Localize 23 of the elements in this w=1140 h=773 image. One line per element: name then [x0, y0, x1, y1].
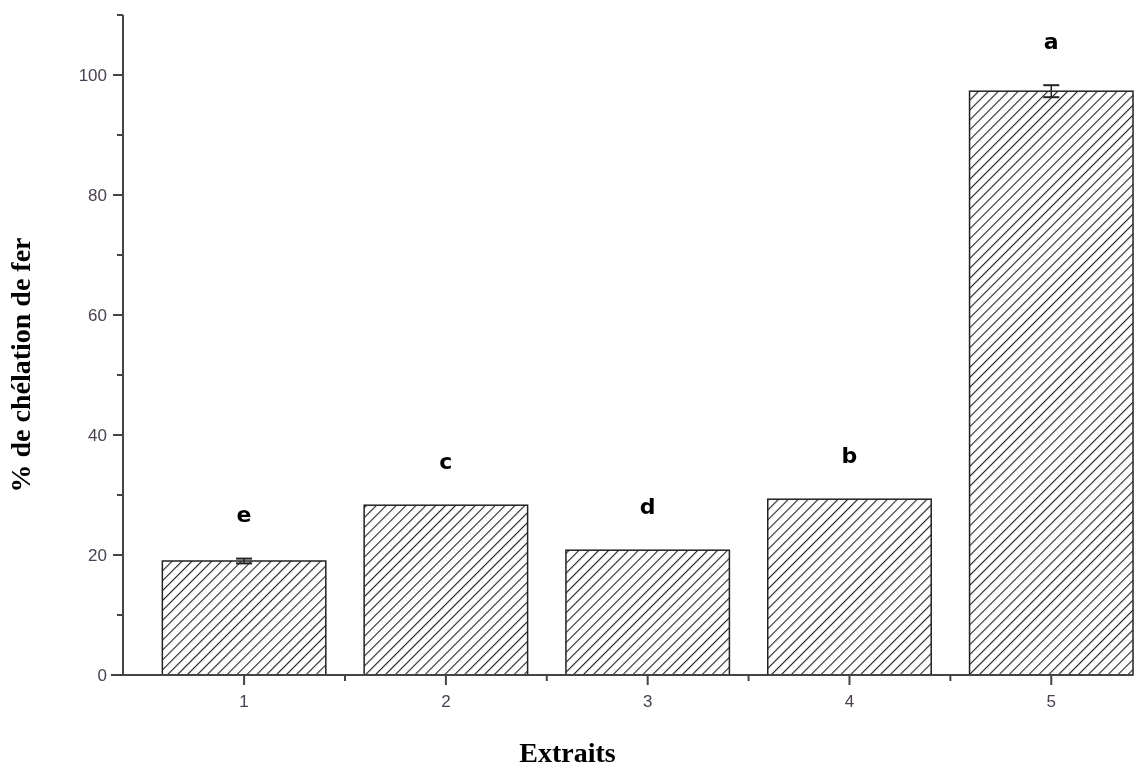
y-tick-label: 0	[97, 665, 107, 685]
annotation: d	[639, 493, 656, 519]
y-axis-title: % de chélation de fer	[5, 237, 36, 493]
y-tick-label: 60	[88, 305, 107, 325]
y-tick-label: 80	[88, 185, 107, 205]
y-tick-label: 100	[78, 65, 107, 85]
x-axis-title: Extraits	[519, 737, 616, 768]
y-tick-label: 40	[88, 425, 107, 445]
bar	[363, 504, 529, 676]
x-tick-label: 2	[441, 692, 451, 711]
x-tick-label: 1	[239, 692, 249, 711]
annotation: a	[1043, 28, 1059, 54]
x-tick-label: 5	[1046, 692, 1057, 711]
annotation: b	[841, 442, 858, 468]
annotation: c	[439, 448, 453, 474]
y-tick-label: 20	[88, 545, 107, 565]
x-tick-label: 4	[844, 692, 855, 711]
bar	[565, 549, 731, 676]
bar	[161, 560, 327, 676]
x-tick-label: 3	[642, 692, 653, 711]
annotation: e	[236, 502, 252, 528]
bar	[767, 498, 932, 676]
bar	[968, 90, 1134, 676]
